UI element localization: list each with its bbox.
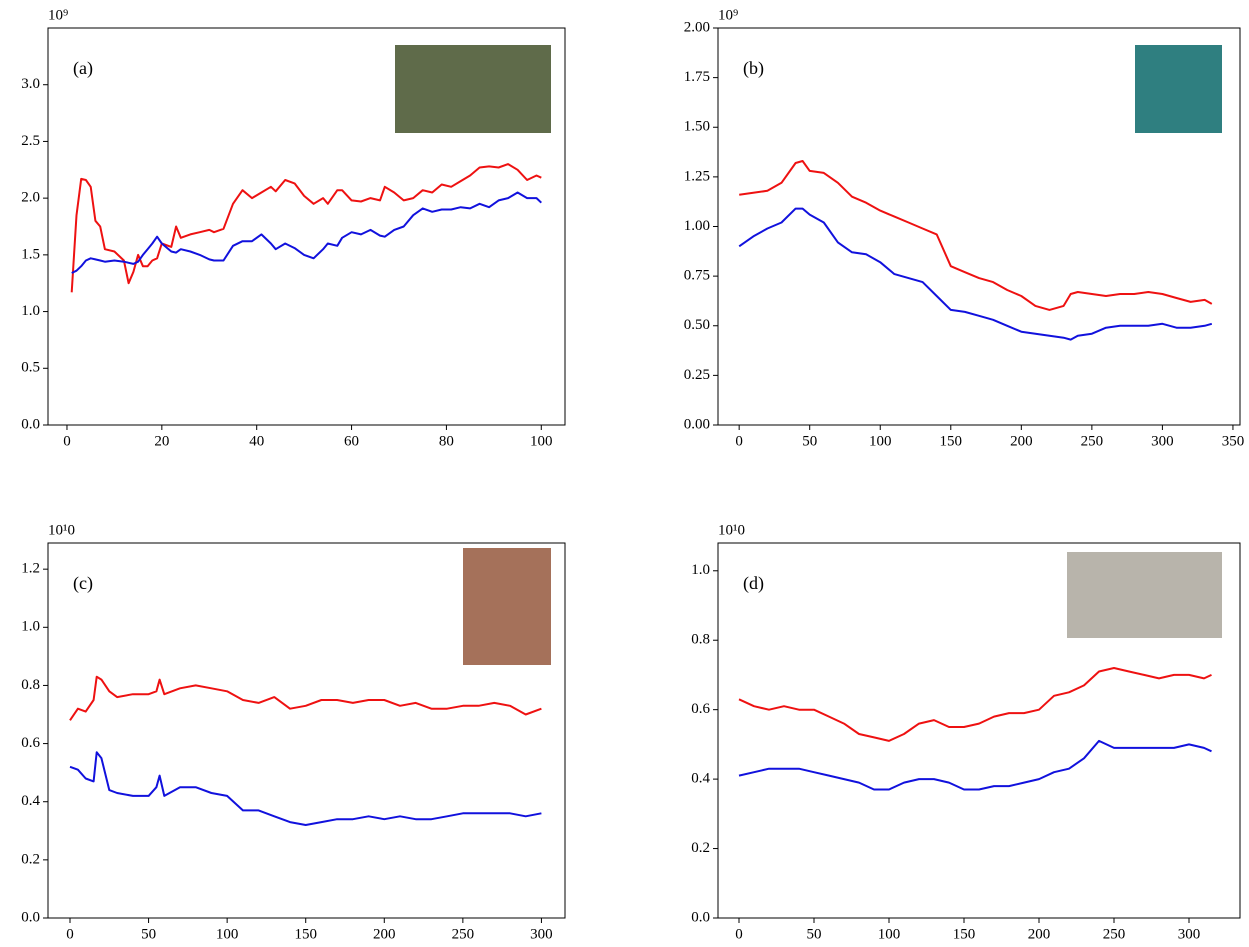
y-tick-label: 1.0: [21, 619, 40, 635]
x-tick-label: 40: [249, 433, 264, 449]
y-tick-label: 0.6: [691, 701, 710, 717]
y-tick-label: 0.0: [21, 416, 40, 432]
y-tick-label: 0.5: [21, 360, 40, 376]
x-tick-label: 300: [1151, 433, 1174, 449]
x-tick-label: 150: [953, 926, 976, 942]
x-tick-label: 60: [344, 433, 359, 449]
y-tick-label: 0.0: [21, 909, 40, 925]
y-tick-label: 0.4: [21, 793, 40, 809]
axes-frame: [717, 27, 1241, 426]
offset-text: 10¹0: [718, 522, 745, 538]
y-tick-label: 0.50: [684, 317, 710, 333]
x-tick-label: 200: [373, 926, 396, 942]
subplot: 0.00 0.25 0.50 0.75 1.00 1.25 1.50 1.75 2.00 0 50 1…: [684, 7, 1244, 449]
y-tick-label: 1.25: [684, 168, 710, 184]
y-tick-label: 0.00: [684, 416, 710, 432]
x-tick-label: 0: [63, 433, 71, 449]
annotation: (b): [743, 58, 764, 79]
y-tick-label: 1.0: [21, 303, 40, 319]
x-tick-label: 250: [1103, 926, 1126, 942]
x-tick-label: 80: [439, 433, 454, 449]
x-tick-label: 150: [940, 433, 963, 449]
annotation: (a): [73, 58, 93, 79]
y-tick-label: 1.2: [21, 561, 40, 577]
y-tick-label: 2.00: [684, 19, 710, 35]
thumbnail: [1135, 45, 1222, 133]
series-line: [71, 191, 542, 274]
y-tick-label: 1.75: [684, 69, 710, 85]
y-tick-label: 0.0: [691, 909, 710, 925]
y-tick-label: 0.25: [684, 367, 710, 383]
offset-text: 10¹0: [48, 522, 75, 538]
x-tick-label: 50: [802, 433, 817, 449]
series-line: [738, 667, 1212, 742]
y-tick-label: 0.4: [691, 771, 710, 787]
axes-frame: [717, 542, 1241, 919]
thumbnail: [463, 548, 551, 665]
offset-text: 10⁹: [718, 7, 738, 23]
y-tick-label: 1.0: [691, 562, 710, 578]
offset-text: 10⁹: [48, 7, 68, 23]
x-tick-label: 300: [1178, 926, 1201, 942]
y-tick-label: 1.50: [684, 119, 710, 135]
x-tick-label: 250: [1081, 433, 1104, 449]
series-line: [69, 675, 542, 721]
axes-frame: [47, 27, 566, 426]
x-tick-label: 300: [530, 926, 553, 942]
y-tick-label: 0.6: [21, 735, 40, 751]
x-tick-label: 100: [530, 433, 553, 449]
y-tick-label: 0.2: [21, 851, 40, 867]
series-line: [739, 160, 1213, 311]
y-tick-label: 2.0: [21, 190, 40, 206]
thumbnail: [1067, 552, 1222, 638]
series-line: [738, 207, 1213, 341]
series-line: [69, 751, 542, 826]
subplot: 0.0 0.2 0.4 0.6 0.8 1.0 1.2 0 50 100 150 200 250 300 1…: [21, 522, 566, 942]
y-tick-label: 0.8: [21, 677, 40, 693]
x-tick-label: 0: [66, 926, 74, 942]
series-line: [738, 739, 1212, 791]
y-tick-label: 3.0: [21, 76, 40, 92]
y-tick-label: 1.5: [21, 246, 40, 262]
x-tick-label: 50: [807, 926, 822, 942]
thumbnail: [395, 45, 551, 133]
annotation: (c): [73, 573, 93, 594]
annotation: (d): [743, 573, 764, 594]
x-tick-label: 20: [154, 433, 169, 449]
x-tick-label: 250: [452, 926, 475, 942]
subplot: 0.0 0.2 0.4 0.6 0.8 1.0 0 50 100 150 200 250 300 10¹0…: [691, 522, 1241, 942]
axes-frame: [47, 542, 566, 919]
x-tick-label: 200: [1028, 926, 1051, 942]
subplot: 0.0 0.5 1.0 1.5 2.0 2.5 3.0 0 20 40 60 80 100 10⁹ (a): [21, 7, 566, 449]
x-tick-label: 100: [878, 926, 901, 942]
y-tick-label: 0.75: [684, 268, 710, 284]
x-tick-label: 100: [216, 926, 239, 942]
y-tick-label: 0.8: [691, 632, 710, 648]
series-line: [70, 163, 542, 293]
x-tick-label: 0: [735, 433, 743, 449]
x-tick-label: 50: [141, 926, 156, 942]
y-tick-label: 2.5: [21, 133, 40, 149]
x-tick-label: 350: [1222, 433, 1245, 449]
y-tick-label: 0.2: [691, 840, 710, 856]
x-tick-label: 150: [294, 926, 317, 942]
x-tick-label: 200: [1010, 433, 1033, 449]
x-tick-label: 0: [735, 926, 743, 942]
y-tick-label: 1.00: [684, 218, 710, 234]
x-tick-label: 100: [869, 433, 892, 449]
